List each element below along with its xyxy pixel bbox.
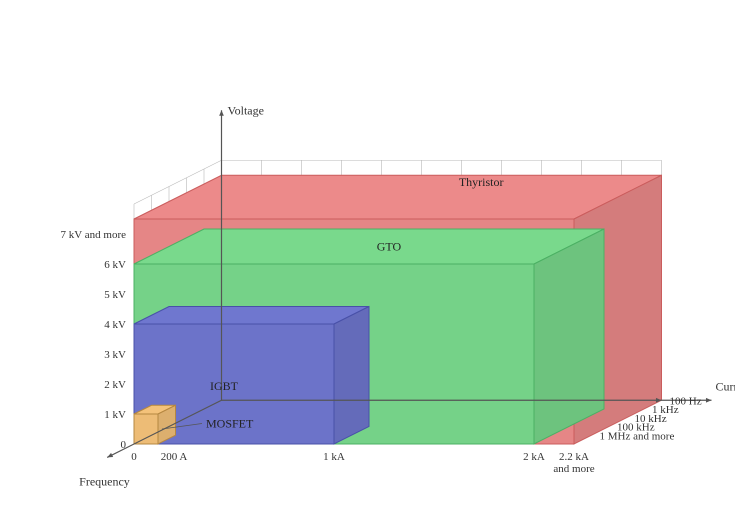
voltage-tick-4: 4 kV	[104, 319, 126, 331]
current-tick-3: 2 kA	[523, 451, 545, 463]
voltage-tick-3: 3 kV	[104, 349, 126, 361]
voltage-axis-head	[219, 110, 224, 116]
voltage-tick-7: 7 kV and more	[61, 229, 127, 241]
device-gto-side	[534, 229, 604, 444]
device-gto-top	[134, 229, 604, 264]
current-tick-4: 2.2 kA	[559, 451, 589, 463]
device-mosfet-front	[134, 414, 158, 444]
current-tick-2: 1 kA	[323, 451, 345, 463]
voltage-tick-2: 2 kV	[104, 379, 126, 391]
devices	[134, 175, 662, 444]
device-label-igbt: IGBT	[210, 379, 239, 393]
current-tick-4-l1: and more	[553, 463, 594, 475]
voltage-tick-6: 6 kV	[104, 259, 126, 271]
device-label-gto: GTO	[377, 240, 402, 254]
voltage-tick-0: 0	[121, 439, 127, 451]
device-label-mosfet: MOSFET	[206, 417, 254, 431]
device-mosfet	[134, 405, 176, 444]
current-tick-0: 0	[131, 451, 137, 463]
device-igbt-side	[334, 307, 369, 445]
current-axis-head	[706, 398, 712, 403]
voltage-tick-1: 1 kV	[104, 409, 126, 421]
voltage-axis-label: Voltage	[228, 103, 264, 117]
current-tick-1: 200 A	[161, 451, 188, 463]
device-igbt-top	[134, 307, 369, 325]
frequency-axis-label: Frequency	[79, 474, 130, 488]
frequency-tick-4: 100 Hz	[670, 395, 702, 407]
device-label-thyristor: Thyristor	[459, 175, 504, 189]
device-thyristor-top	[134, 175, 662, 219]
current-axis-label: Current	[716, 379, 735, 393]
voltage-tick-5: 5 kV	[104, 289, 126, 301]
